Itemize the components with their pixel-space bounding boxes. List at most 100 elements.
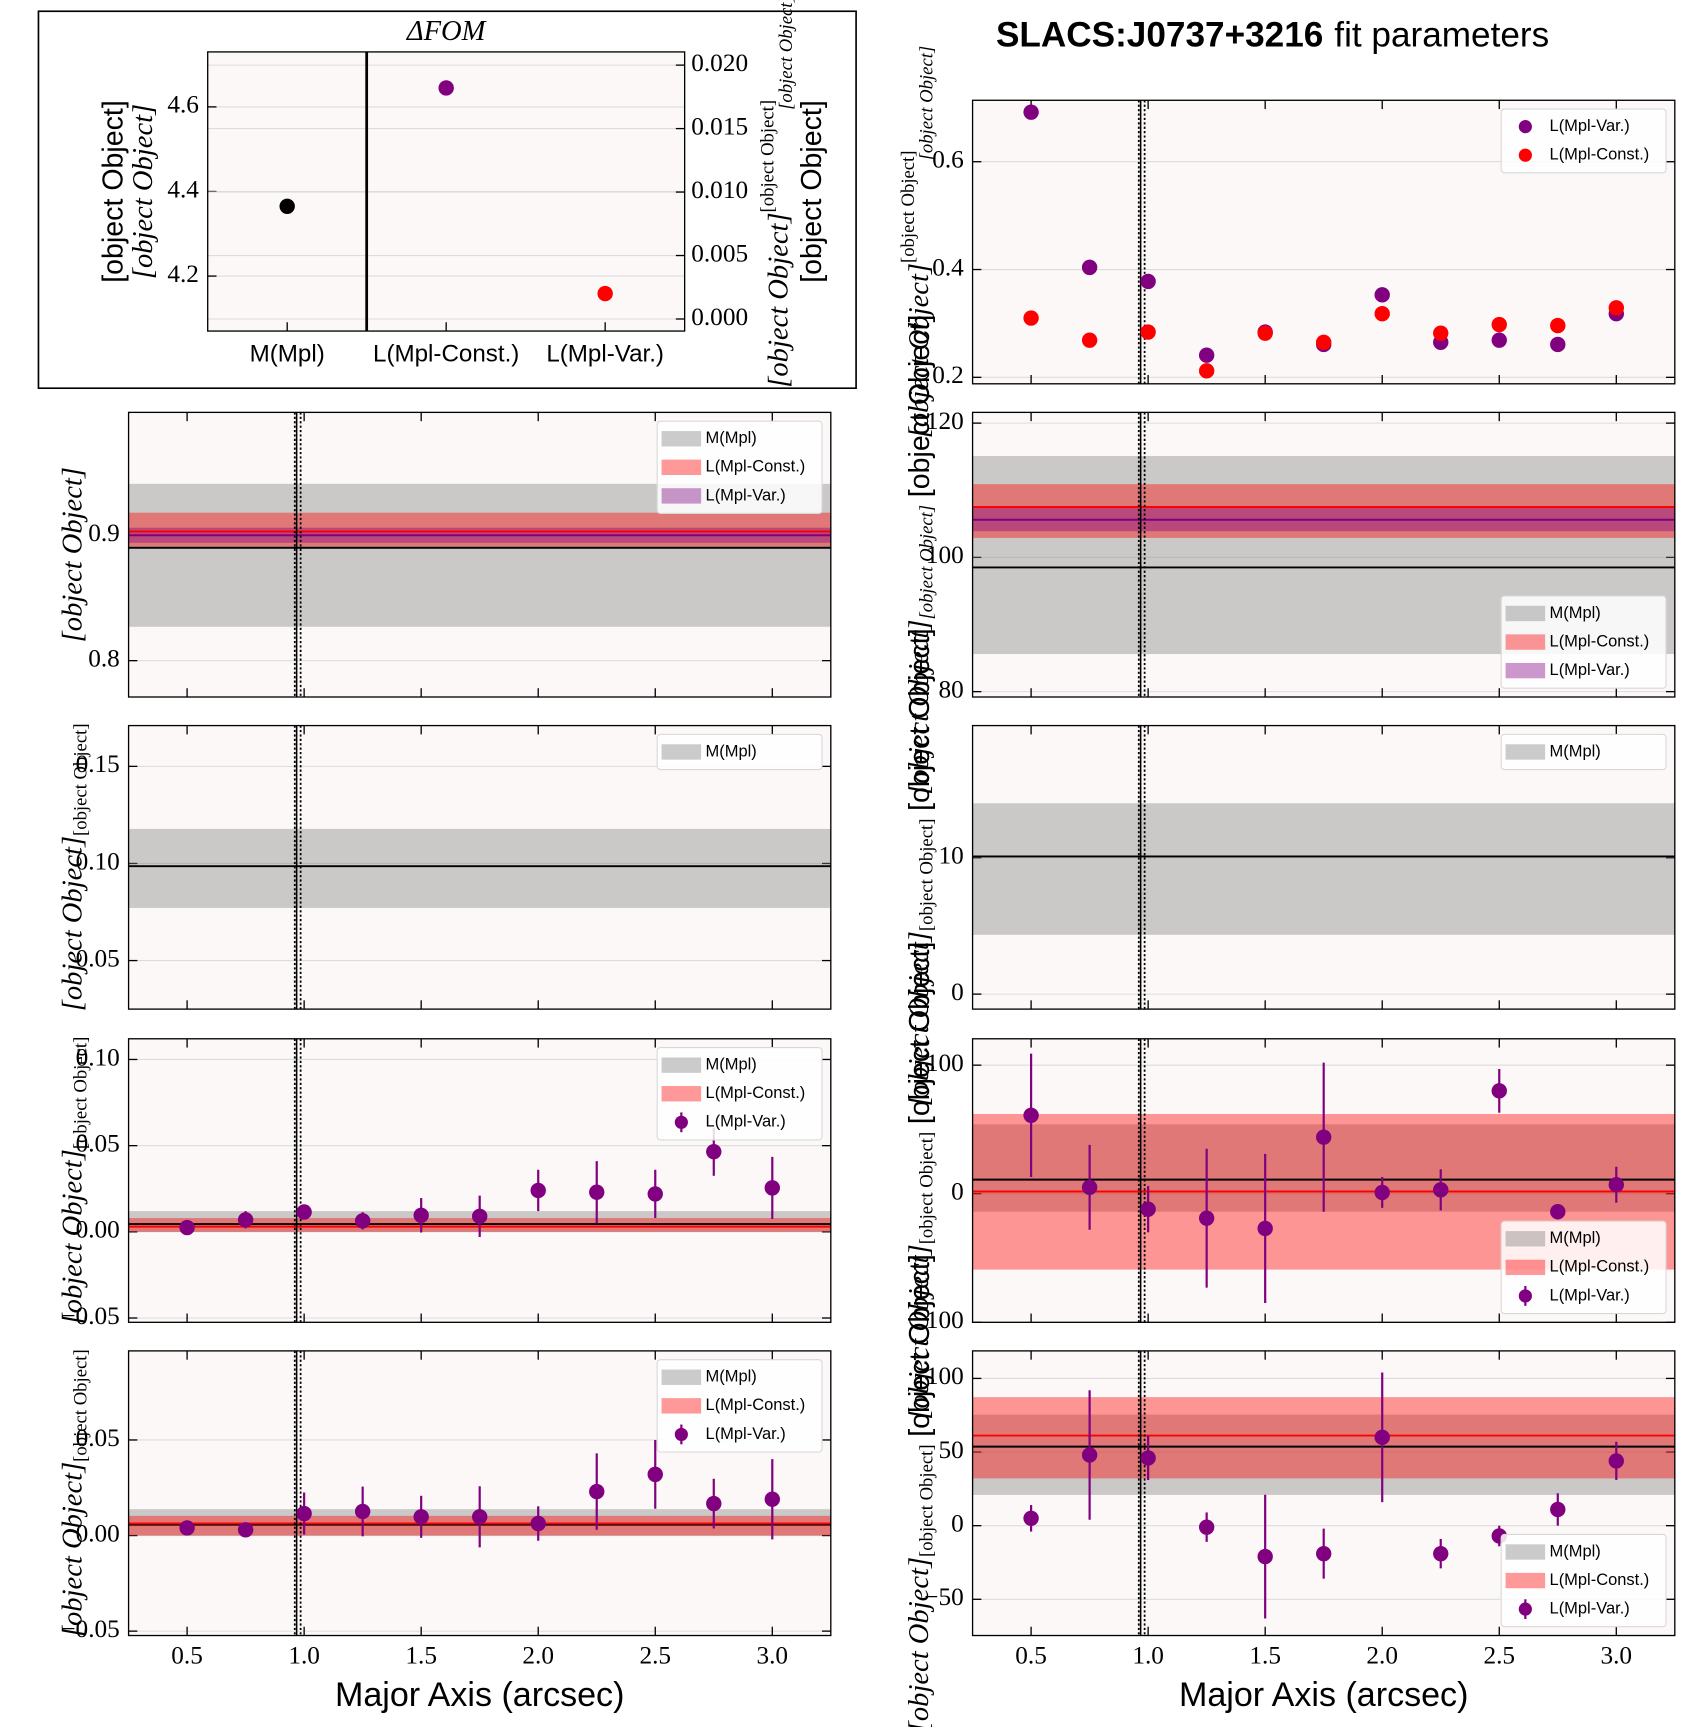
- axis-label-part: [object Object]: [776, 0, 797, 110]
- point: [647, 1466, 663, 1483]
- y-tick-label: −100: [912, 1306, 964, 1334]
- legend-box: [656, 420, 823, 515]
- band: [972, 484, 1675, 538]
- point: [413, 1207, 429, 1223]
- point: [1316, 1545, 1332, 1562]
- point: [1433, 1182, 1449, 1198]
- legend-patch: [661, 1057, 702, 1073]
- plot-frame: [971, 411, 1676, 698]
- legend-label: L(Mpl-Var.): [706, 486, 786, 504]
- point: [1433, 325, 1449, 341]
- plot-frame: [127, 411, 832, 698]
- point: [1257, 325, 1273, 341]
- legend-marker: [1518, 1602, 1532, 1616]
- point: [1608, 1177, 1624, 1193]
- point: [1550, 1501, 1566, 1518]
- legend-label: M(Mpl): [1550, 1542, 1601, 1560]
- axis-label-part: [object Object]: [903, 263, 934, 438]
- legend-label: L(Mpl-Const.): [1550, 1258, 1650, 1276]
- legend-label: M(Mpl): [706, 429, 757, 447]
- legend-box: [1500, 595, 1667, 689]
- x-tick-label: 2.5: [1483, 1641, 1515, 1669]
- y2-tick-label: 0.010: [691, 176, 748, 204]
- legend-label: M(Mpl): [1550, 1229, 1601, 1247]
- legend-marker: [1518, 1289, 1532, 1303]
- axis-label: [object Object]: [796, 100, 828, 283]
- plot-frame: [127, 1038, 832, 1323]
- x-tick-label: 1.0: [288, 1641, 320, 1669]
- legend-label: L(Mpl-Var.): [1550, 117, 1630, 135]
- y-tick-label: 0.8: [88, 644, 120, 672]
- legend-patch: [661, 1369, 702, 1385]
- y-tick-label: 0.05: [76, 944, 120, 972]
- plot-frame: [971, 1038, 1676, 1323]
- band: [972, 1397, 1675, 1479]
- point: [706, 1495, 722, 1512]
- legend-patch: [1505, 744, 1546, 760]
- y-tick-label: 0.10: [76, 847, 120, 875]
- point: [1550, 336, 1566, 353]
- dot: [597, 285, 613, 302]
- legend-label: L(Mpl-Var.): [706, 1113, 786, 1131]
- y-tick-label: 100: [926, 1362, 964, 1390]
- axis-label-part: [object Object]: [917, 1132, 938, 1245]
- axis-label: [object Object][object Object][object Ob…: [758, 0, 798, 388]
- legend-box: [656, 733, 823, 771]
- axis-label: [object Object][object Object]: [57, 723, 91, 1011]
- plot-frame: [207, 51, 686, 332]
- point: [1198, 1210, 1215, 1226]
- point: [1550, 1204, 1566, 1220]
- dot: [438, 80, 454, 96]
- y-tick-label: 0.05: [76, 1129, 120, 1157]
- legend-label: L(Mpl-Var.): [706, 1425, 786, 1443]
- legend-patch: [1505, 1544, 1546, 1560]
- point: [1198, 363, 1215, 379]
- axis-label: [object Object][object Object]: [57, 1037, 91, 1325]
- point: [1316, 334, 1332, 350]
- axis-label-part: [object Object]: [796, 100, 828, 283]
- plot-frame: [127, 724, 832, 1010]
- y2-tick-label: 0.005: [691, 239, 748, 267]
- legend-label: L(Mpl-Var.): [1550, 1286, 1630, 1304]
- y-tick-label: 10: [939, 842, 964, 870]
- point: [179, 1520, 195, 1536]
- point: [472, 1509, 488, 1525]
- axis-label-part: [object Object]: [57, 1462, 88, 1637]
- axis-label-part: [object Object]: [898, 150, 919, 263]
- point: [1081, 1447, 1098, 1463]
- plot-frame: [971, 99, 1676, 385]
- axis-label-part: [object Object]: [903, 315, 935, 498]
- axis-label: [object Object]: [57, 467, 88, 642]
- point: [1257, 1548, 1273, 1565]
- y-tick-label: 0.6: [932, 146, 964, 174]
- axis-label-part: [object Object]: [903, 1244, 934, 1419]
- legend-patch: [1505, 634, 1546, 650]
- axis-label-part: [object Object]: [71, 1349, 92, 1462]
- legend-box: [1500, 733, 1667, 771]
- axis-label-part: [object Object]: [917, 1444, 938, 1557]
- point: [764, 1180, 780, 1196]
- y-tick-label: 50: [939, 1436, 964, 1464]
- plot-background: [972, 725, 1675, 1010]
- x-tick-label: 3.0: [1600, 1641, 1632, 1669]
- figure-title: SLACS:J0737+3216 fit parameters: [996, 16, 1549, 55]
- y-tick-label: 0.00: [76, 1519, 120, 1547]
- legend-box: [656, 1047, 823, 1141]
- point: [1140, 1450, 1156, 1466]
- axis-label-part: [object Object]: [57, 836, 88, 1011]
- y-tick-label: 0.00: [76, 1216, 120, 1244]
- x-tick-label: 2.5: [639, 1641, 671, 1669]
- x-tick-label: L(Mpl-Const.): [373, 341, 519, 368]
- axis-label: [object Object][object Object]: [57, 1349, 91, 1637]
- x-tick-label: 0.5: [171, 1641, 203, 1669]
- legend-marker: [674, 1427, 688, 1442]
- band: [128, 828, 831, 908]
- y-tick-label: 0: [951, 1509, 964, 1537]
- legend-label: M(Mpl): [1550, 742, 1601, 760]
- point: [647, 1186, 663, 1202]
- x-tick-label: 2.0: [522, 1641, 554, 1669]
- axis-label: [object Object][object Object][object Ob…: [898, 46, 938, 439]
- y-tick-label: 4.2: [167, 260, 199, 288]
- point: [179, 1219, 195, 1236]
